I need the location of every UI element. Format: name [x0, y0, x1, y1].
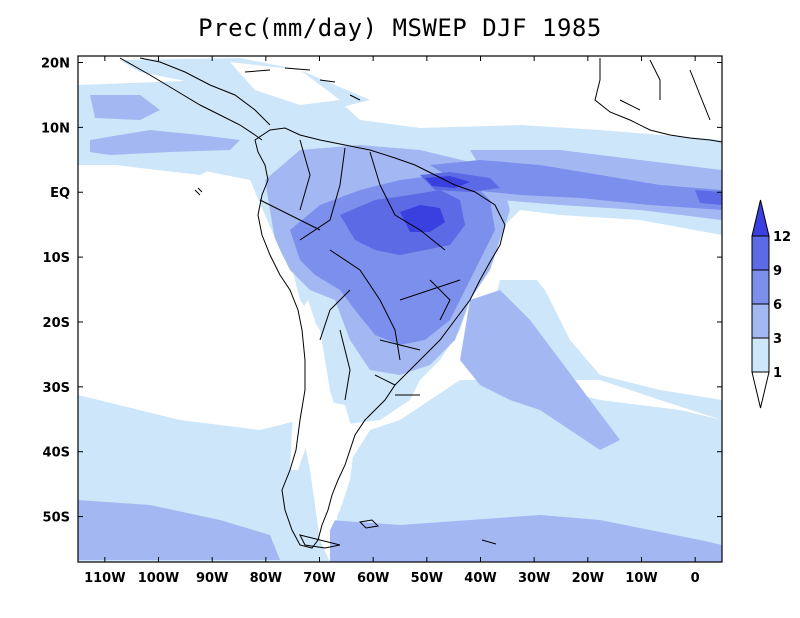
lat-tick-label: 20N — [41, 56, 70, 71]
lon-tick-label: 80W — [250, 571, 282, 586]
colorbar-segment — [751, 235, 770, 271]
colorbar-label: 3 — [773, 332, 782, 347]
colorbar-label: 12 — [773, 230, 791, 245]
latitude-axis: 20N 10N EQ 10S 20S 30S 40S 50S — [41, 56, 722, 526]
galapagos — [194, 187, 203, 196]
lat-tick-label: 40S — [43, 446, 70, 461]
lon-tick-label: 60W — [357, 571, 389, 586]
lat-tick-label: 30S — [43, 381, 70, 396]
lon-tick-label: 100W — [138, 571, 179, 586]
lon-tick-label: 0 — [691, 571, 700, 586]
lon-tick-label: 90W — [196, 571, 228, 586]
lon-tick-label: 30W — [518, 571, 550, 586]
dry-land-regions — [78, 60, 722, 530]
lat-tick-label: EQ — [50, 186, 70, 201]
lon-tick-label: 70W — [303, 571, 335, 586]
colorbar: 12 9 6 3 1 — [751, 199, 791, 409]
lon-tick-label: 10W — [625, 571, 657, 586]
africa-coastline — [594, 58, 722, 143]
colorbar-label: 9 — [773, 264, 782, 279]
map-title: Prec(mm/day) MSWEP DJF 1985 — [198, 14, 602, 42]
lon-tick-label: 20W — [572, 571, 604, 586]
lat-tick-label: 50S — [43, 511, 70, 526]
longitude-axis: 110W 100W 90W 80W 70W 60W 50W 40W 30W 20W 10W 0 — [84, 56, 700, 586]
south-america-coastline — [254, 127, 506, 549]
plot-frame — [77, 55, 723, 563]
colorbar-segment — [751, 303, 770, 339]
lat-tick-label: 10S — [43, 251, 70, 266]
colorbar-min-arrow — [751, 371, 770, 409]
lat-tick-label: 10N — [41, 121, 70, 136]
central-america-coastline — [119, 57, 271, 141]
lon-tick-label: 50W — [411, 571, 443, 586]
colorbar-label: 6 — [773, 298, 782, 313]
colorbar-segment — [751, 269, 770, 305]
lon-tick-label: 40W — [464, 571, 496, 586]
colorbar-segment — [751, 337, 770, 373]
caribbean-islands — [244, 67, 361, 101]
colorbar-max-arrow — [751, 199, 770, 237]
continent-outlines — [119, 57, 722, 549]
tierra-del-fuego — [299, 534, 341, 549]
national-borders — [259, 139, 461, 401]
colorbar-label: 1 — [773, 366, 782, 381]
map-plot-area — [78, 56, 722, 562]
lon-tick-label: 110W — [84, 571, 125, 586]
lat-tick-label: 20S — [43, 316, 70, 331]
falkland-islands — [358, 519, 380, 529]
south-georgia — [481, 539, 497, 545]
